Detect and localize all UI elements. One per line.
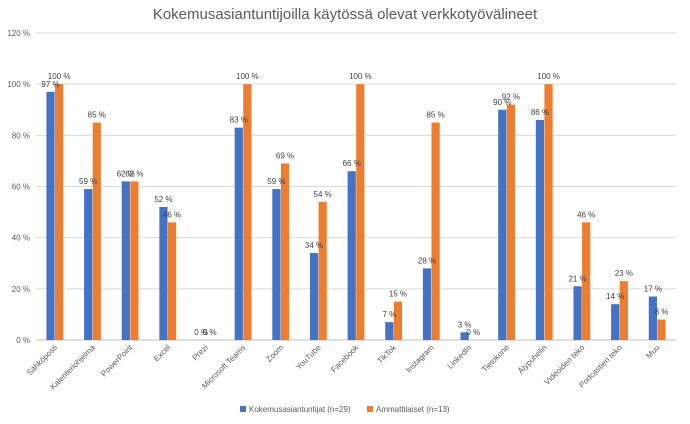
data-label: 14 % — [606, 292, 624, 301]
y-axis-ticks: 0 % 20 % 40 % 60 % 80 % 100 % 120 % — [7, 29, 30, 345]
bar-ammattilaiset — [318, 201, 327, 340]
bar-ammattilaiset — [280, 163, 290, 340]
legend-swatch — [367, 406, 373, 412]
bar-kokemusasiantuntijat — [535, 119, 545, 340]
data-label: 59 % — [79, 177, 97, 186]
bar-ammattilaiset — [167, 222, 177, 340]
data-label: 62 % — [117, 169, 135, 178]
bar-kokemusasiantuntijat — [159, 206, 168, 340]
x-category-label: Prezi — [191, 343, 210, 362]
bar-ammattilaiset — [431, 122, 440, 341]
legend: Kokemusasiantuntijat (n=29) Ammattilaiset… — [240, 405, 450, 414]
y-tick-label: 80 % — [12, 131, 30, 140]
data-label: 92 % — [502, 93, 520, 102]
bar-ammattilaiset — [657, 319, 666, 340]
y-tick-label: 0 % — [16, 336, 30, 345]
data-label: 100 % — [349, 72, 372, 81]
x-category-label: TikTok — [376, 342, 399, 365]
data-label: 85 % — [426, 111, 444, 120]
data-label: 83 % — [230, 116, 248, 125]
x-category-label: YouTube — [294, 343, 323, 372]
y-tick-label: 120 % — [7, 29, 30, 38]
data-label: 8 % — [655, 308, 669, 317]
x-category-label: Zoom — [264, 343, 285, 364]
bar-ammattilaiset — [506, 104, 515, 340]
data-label: 52 % — [154, 195, 172, 204]
data-label: 66 % — [343, 159, 361, 168]
x-category-label: Instagram — [404, 343, 436, 375]
bar-kokemusasiantuntijat — [648, 296, 657, 340]
data-label: 69 % — [276, 151, 294, 160]
chart-title: Kokemusasiantuntijoilla käytössä olevat … — [153, 6, 538, 23]
data-label: 7 % — [382, 310, 396, 319]
data-label: 28 % — [418, 256, 436, 265]
bars — [46, 84, 666, 341]
data-label: 0 % — [194, 328, 208, 337]
data-label: 21 % — [568, 274, 586, 283]
y-tick-label: 20 % — [12, 285, 30, 294]
data-label: 0 % — [466, 328, 480, 337]
data-label: 15 % — [389, 290, 407, 299]
data-label: 46 % — [577, 210, 595, 219]
gridlines — [36, 32, 676, 341]
bar-kokemusasiantuntijat — [121, 181, 130, 340]
bar-kokemusasiantuntijat — [309, 253, 319, 340]
bar-ammattilaiset — [243, 84, 252, 341]
x-category-label: PowerPoint — [99, 343, 135, 379]
bar-kokemusasiantuntijat — [611, 304, 620, 340]
x-category-label: Tietokone — [480, 343, 511, 374]
bar-kokemusasiantuntijat — [422, 268, 432, 340]
data-label: 85 % — [88, 111, 106, 120]
bar-kokemusasiantuntijat — [272, 189, 281, 340]
bar-ammattilaiset — [544, 84, 553, 341]
bar-ammattilaiset — [130, 181, 139, 340]
y-tick-label: 100 % — [7, 80, 30, 89]
data-label: 59 % — [267, 177, 285, 186]
legend-swatch — [240, 406, 246, 412]
data-label: 97 % — [41, 80, 59, 89]
data-label: 17 % — [644, 285, 662, 294]
bar-ammattilaiset — [356, 84, 365, 341]
bar-kokemusasiantuntijat — [385, 322, 394, 340]
legend-label: Ammattilaiset (n=13) — [376, 405, 450, 414]
bar-ammattilaiset — [582, 222, 591, 340]
data-label: 90 % — [493, 98, 511, 107]
data-labels: 97 %100 %59 %85 %62 %62 %52 %46 %0 %0 %8… — [41, 72, 668, 337]
data-label: 23 % — [615, 269, 633, 278]
data-label: 3 % — [458, 320, 472, 329]
x-category-label: Sähköposti — [25, 343, 60, 378]
bar-ammattilaiset — [393, 301, 403, 340]
y-tick-label: 60 % — [12, 183, 30, 192]
bar-ammattilaiset — [619, 281, 628, 340]
data-label: 86 % — [531, 108, 549, 117]
legend-label: Kokemusasiantuntijat (n=29) — [249, 405, 351, 414]
data-label: 100 % — [236, 72, 259, 81]
bar-kokemusasiantuntijat — [498, 109, 507, 340]
bar-kokemusasiantuntijat — [84, 189, 93, 340]
x-category-label: Muu — [644, 343, 661, 360]
bar-kokemusasiantuntijat — [234, 127, 243, 341]
x-category-label: Excel — [152, 343, 172, 363]
data-label: 0 % — [203, 328, 217, 337]
data-label: 34 % — [305, 241, 323, 250]
bar-ammattilaiset — [92, 122, 101, 341]
bar-kokemusasiantuntijat — [347, 171, 356, 340]
data-label: 62 % — [125, 169, 143, 178]
x-category-label: Älypuhelin — [516, 343, 548, 375]
data-label: 54 % — [314, 190, 332, 199]
x-category-label: Facebook — [329, 342, 361, 374]
bar-kokemusasiantuntijat — [573, 286, 582, 340]
data-label: 100 % — [537, 72, 560, 81]
bar-ammattilaiset — [55, 84, 64, 341]
bar-kokemusasiantuntijat — [460, 332, 469, 340]
data-label: 100 % — [48, 72, 71, 81]
y-tick-label: 40 % — [12, 234, 30, 243]
data-label: 46 % — [163, 210, 181, 219]
x-category-label: LinkedIn — [446, 343, 474, 371]
bar-kokemusasiantuntijat — [46, 91, 55, 340]
